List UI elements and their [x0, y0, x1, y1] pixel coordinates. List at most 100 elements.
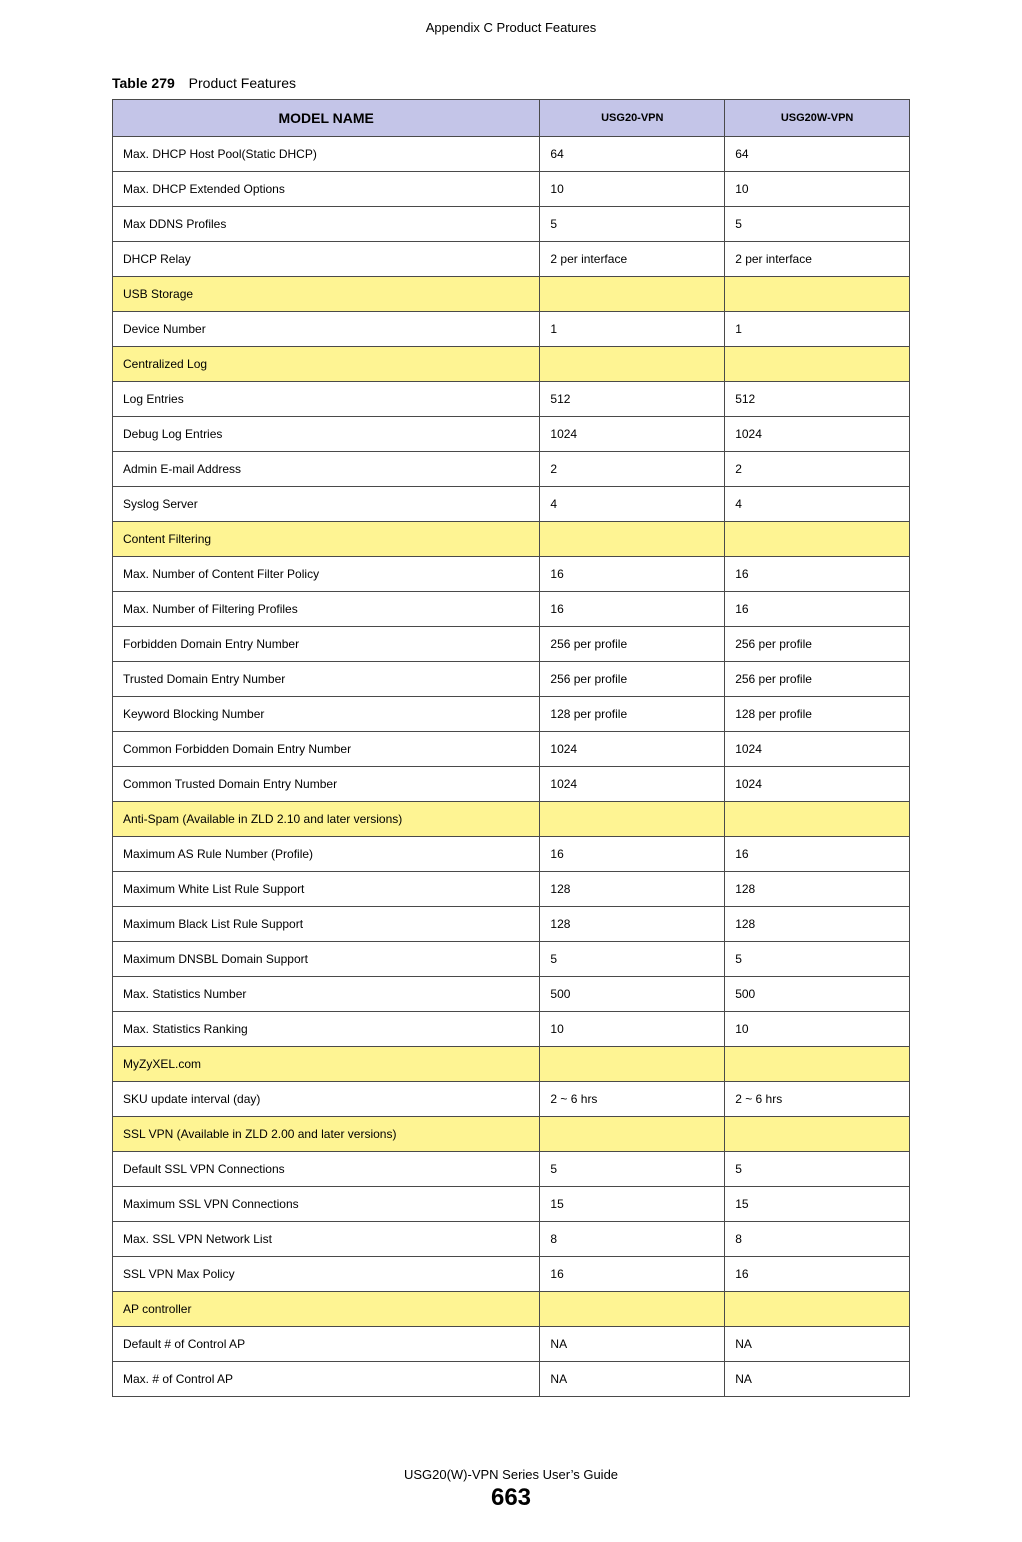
row-label: Anti-Spam (Available in ZLD 2.10 and lat…: [113, 802, 540, 837]
table-row: Max. Statistics Ranking1010: [113, 1012, 910, 1047]
row-value-1: 16: [540, 592, 725, 627]
row-value-1: 64: [540, 137, 725, 172]
row-value-2: 5: [725, 207, 910, 242]
row-value-1: 1: [540, 312, 725, 347]
table-row: Max. Statistics Number500500: [113, 977, 910, 1012]
row-value-2: [725, 1047, 910, 1082]
row-label: Centralized Log: [113, 347, 540, 382]
page: Appendix C Product Features Table 279 Pr…: [0, 0, 1022, 1542]
footer-guide-title: USG20(W)-VPN Series User’s Guide: [0, 1467, 1022, 1482]
table-row: Maximum AS Rule Number (Profile)1616: [113, 837, 910, 872]
row-value-2: [725, 802, 910, 837]
row-value-1: 2 per interface: [540, 242, 725, 277]
table-number: Table 279: [112, 75, 175, 91]
row-value-1: 5: [540, 942, 725, 977]
section-row: Content Filtering: [113, 522, 910, 557]
table-row: Max. SSL VPN Network List88: [113, 1222, 910, 1257]
section-row: USB Storage: [113, 277, 910, 312]
row-label: AP controller: [113, 1292, 540, 1327]
row-label: Debug Log Entries: [113, 417, 540, 452]
row-value-1: 16: [540, 837, 725, 872]
row-value-1: 2: [540, 452, 725, 487]
row-value-1: 128 per profile: [540, 697, 725, 732]
row-value-2: [725, 347, 910, 382]
row-value-2: [725, 522, 910, 557]
row-value-1: [540, 347, 725, 382]
row-value-2: 10: [725, 1012, 910, 1047]
row-value-2: 4: [725, 487, 910, 522]
table-row: Debug Log Entries10241024: [113, 417, 910, 452]
table-row: Forbidden Domain Entry Number256 per pro…: [113, 627, 910, 662]
row-value-1: [540, 1117, 725, 1152]
table-row: Default # of Control APNANA: [113, 1327, 910, 1362]
row-label: Maximum SSL VPN Connections: [113, 1187, 540, 1222]
row-value-1: 10: [540, 172, 725, 207]
row-value-1: 15: [540, 1187, 725, 1222]
table-row: DHCP Relay2 per interface2 per interface: [113, 242, 910, 277]
table-header-row: MODEL NAME USG20-VPN USG20W-VPN: [113, 100, 910, 137]
row-value-2: 16: [725, 1257, 910, 1292]
row-label: Log Entries: [113, 382, 540, 417]
row-value-1: [540, 277, 725, 312]
table-row: Max. # of Control APNANA: [113, 1362, 910, 1397]
row-label: Max. DHCP Extended Options: [113, 172, 540, 207]
row-value-1: 256 per profile: [540, 627, 725, 662]
row-label: Syslog Server: [113, 487, 540, 522]
row-label: Default SSL VPN Connections: [113, 1152, 540, 1187]
col-header-usg20: USG20-VPN: [540, 100, 725, 137]
col-header-usg20w: USG20W-VPN: [725, 100, 910, 137]
row-label: Trusted Domain Entry Number: [113, 662, 540, 697]
row-label: Common Trusted Domain Entry Number: [113, 767, 540, 802]
row-label: Max. DHCP Host Pool(Static DHCP): [113, 137, 540, 172]
row-value-1: 5: [540, 207, 725, 242]
table-row: Common Trusted Domain Entry Number102410…: [113, 767, 910, 802]
row-value-2: 256 per profile: [725, 662, 910, 697]
row-value-2: 5: [725, 942, 910, 977]
row-value-2: 128 per profile: [725, 697, 910, 732]
row-value-2: 8: [725, 1222, 910, 1257]
row-value-2: 128: [725, 872, 910, 907]
table-row: SKU update interval (day)2 ~ 6 hrs2 ~ 6 …: [113, 1082, 910, 1117]
table-row: Max. DHCP Extended Options1010: [113, 172, 910, 207]
row-label: Max. Statistics Number: [113, 977, 540, 1012]
row-value-2: NA: [725, 1327, 910, 1362]
row-value-2: [725, 1292, 910, 1327]
row-value-2: 16: [725, 592, 910, 627]
section-row: AP controller: [113, 1292, 910, 1327]
page-footer: USG20(W)-VPN Series User’s Guide 663: [0, 1467, 1022, 1512]
table-row: Common Forbidden Domain Entry Number1024…: [113, 732, 910, 767]
table-row: Max DDNS Profiles55: [113, 207, 910, 242]
row-label: Content Filtering: [113, 522, 540, 557]
section-row: Anti-Spam (Available in ZLD 2.10 and lat…: [113, 802, 910, 837]
row-value-1: [540, 1047, 725, 1082]
table-row: Maximum DNSBL Domain Support55: [113, 942, 910, 977]
row-value-2: 128: [725, 907, 910, 942]
row-value-2: 64: [725, 137, 910, 172]
row-value-2: 15: [725, 1187, 910, 1222]
table-row: Max. Number of Content Filter Policy1616: [113, 557, 910, 592]
row-value-1: 1024: [540, 417, 725, 452]
row-value-1: [540, 1292, 725, 1327]
table-row: Log Entries512512: [113, 382, 910, 417]
row-value-2: 1024: [725, 767, 910, 802]
table-row: Max. DHCP Host Pool(Static DHCP)6464: [113, 137, 910, 172]
row-value-2: [725, 277, 910, 312]
row-value-1: 16: [540, 557, 725, 592]
table-row: Maximum Black List Rule Support128128: [113, 907, 910, 942]
row-label: Maximum DNSBL Domain Support: [113, 942, 540, 977]
row-value-1: NA: [540, 1362, 725, 1397]
row-value-2: 16: [725, 837, 910, 872]
row-value-1: 128: [540, 907, 725, 942]
row-value-1: 500: [540, 977, 725, 1012]
row-label: Forbidden Domain Entry Number: [113, 627, 540, 662]
row-value-2: 1024: [725, 417, 910, 452]
row-value-1: 512: [540, 382, 725, 417]
row-value-1: 1024: [540, 732, 725, 767]
section-row: Centralized Log: [113, 347, 910, 382]
table-row: Default SSL VPN Connections55: [113, 1152, 910, 1187]
row-value-1: 1024: [540, 767, 725, 802]
row-value-2: [725, 1117, 910, 1152]
row-label: USB Storage: [113, 277, 540, 312]
row-label: Device Number: [113, 312, 540, 347]
table-row: Trusted Domain Entry Number 256 per profi…: [113, 662, 910, 697]
